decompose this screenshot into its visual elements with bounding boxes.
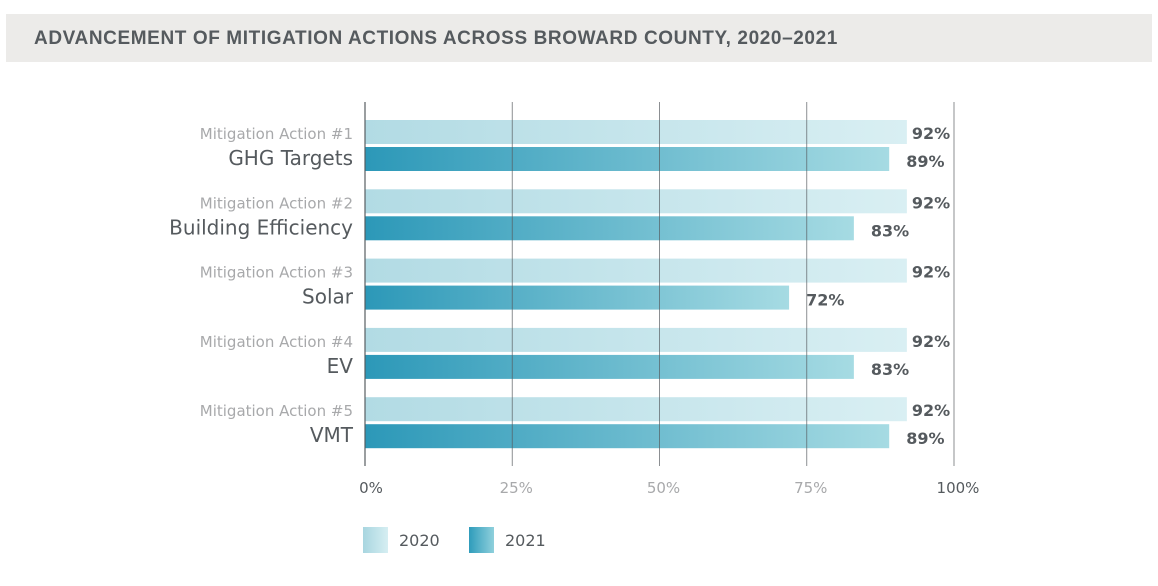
chart-title: ADVANCEMENT OF MITIGATION ACTIONS ACROSS… bbox=[34, 28, 838, 49]
category-label-1: GHG Targets bbox=[228, 146, 353, 170]
bar-2020-3 bbox=[365, 258, 907, 283]
category-subtitle-4: Mitigation Action #4 bbox=[200, 333, 353, 351]
category-label-3: Solar bbox=[302, 285, 354, 309]
value-label-2020-2: 92% bbox=[912, 193, 950, 212]
value-label-2020-1: 92% bbox=[912, 124, 950, 143]
legend-swatch-2021 bbox=[469, 527, 494, 553]
bar-2020-5 bbox=[365, 397, 907, 422]
bar-2020-4 bbox=[365, 327, 907, 352]
category-label-2: Building Efficiency bbox=[169, 215, 353, 239]
value-label-2020-3: 92% bbox=[912, 263, 950, 282]
bar-2021-2 bbox=[365, 216, 854, 241]
value-label-2020-5: 92% bbox=[912, 401, 950, 420]
title-bar: ADVANCEMENT OF MITIGATION ACTIONS ACROSS… bbox=[6, 14, 1152, 62]
bar-2021-4 bbox=[365, 354, 854, 379]
legend: 2020 2021 bbox=[363, 527, 563, 555]
bar-2020-2 bbox=[365, 189, 907, 214]
category-subtitle-1: Mitigation Action #1 bbox=[200, 125, 353, 143]
value-label-2021-5: 89% bbox=[906, 429, 944, 448]
category-subtitle-2: Mitigation Action #2 bbox=[200, 194, 353, 212]
x-tick-label-0: 0% bbox=[359, 479, 383, 497]
x-tick-label-25: 25% bbox=[500, 479, 533, 497]
legend-label-2020: 2020 bbox=[399, 531, 440, 550]
category-label-4: EV bbox=[327, 354, 354, 378]
category-label-5: VMT bbox=[310, 423, 354, 447]
value-label-2021-4: 83% bbox=[871, 360, 909, 379]
bar-2021-5 bbox=[365, 424, 890, 449]
bar-2021-3 bbox=[365, 285, 790, 310]
category-subtitle-3: Mitigation Action #3 bbox=[200, 264, 353, 282]
value-label-2021-2: 83% bbox=[871, 221, 909, 240]
value-label-2020-4: 92% bbox=[912, 332, 950, 351]
bar-2021-1 bbox=[365, 147, 890, 171]
x-tick-label-75: 75% bbox=[794, 479, 827, 497]
legend-swatch-2020 bbox=[363, 527, 388, 553]
legend-label-2021: 2021 bbox=[505, 531, 546, 550]
category-subtitle-5: Mitigation Action #5 bbox=[200, 402, 353, 420]
bar-2020-1 bbox=[365, 120, 907, 144]
x-tick-label-50: 50% bbox=[647, 479, 680, 497]
value-label-2021-1: 89% bbox=[906, 152, 944, 171]
x-tick-label-100: 100% bbox=[937, 479, 980, 497]
value-label-2021-3: 72% bbox=[806, 291, 844, 310]
